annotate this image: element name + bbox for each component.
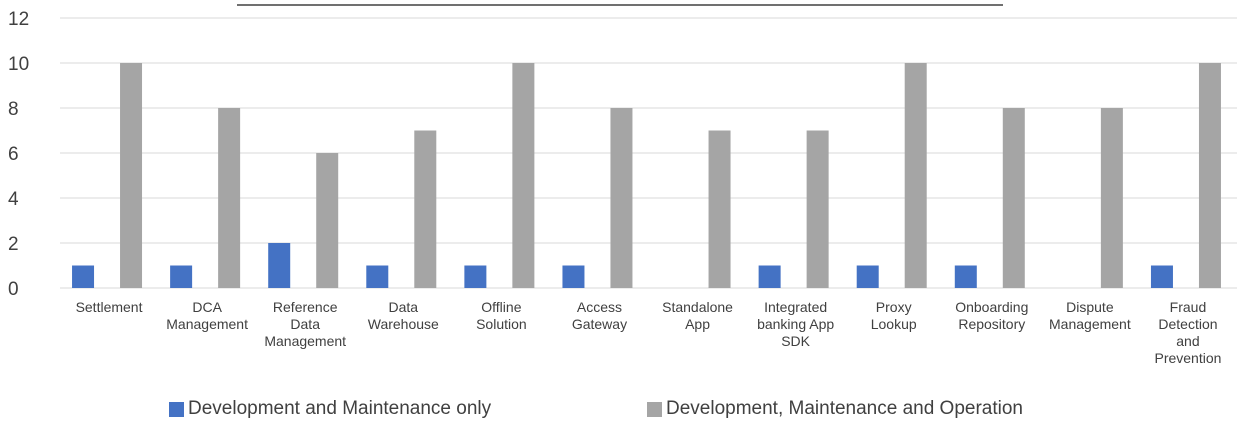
x-tick-label-line: DCA	[192, 299, 222, 315]
x-tick-label-line: Integrated	[764, 299, 827, 315]
x-tick-label-line: Settlement	[76, 299, 143, 315]
bar-series-1	[1002, 108, 1025, 288]
bar-series-1	[806, 130, 829, 288]
bar-series-0	[170, 265, 193, 288]
bar-series-1	[218, 108, 241, 288]
x-tick-label-line: Data	[290, 316, 320, 332]
gridlines	[60, 17, 1237, 289]
bar-series-1	[120, 63, 143, 288]
bar-series-0	[758, 265, 781, 288]
bar-series-0	[954, 265, 977, 288]
x-tick-label: Reference Data Management	[264, 299, 346, 349]
bar-series-0	[856, 265, 879, 288]
bar-series-1	[512, 63, 535, 288]
x-tick-label: Offline Solution	[476, 299, 527, 332]
x-tick-label-line: Data	[389, 299, 419, 315]
legend-label-series-1: Development, Maintenance and Operation	[666, 398, 1024, 419]
x-tick-label-line: Lookup	[871, 316, 917, 332]
bar-series-1	[316, 153, 339, 288]
x-tick-label-line: Proxy	[876, 299, 912, 315]
x-tick-label: Dispute Management	[1049, 299, 1131, 332]
bar-series-0	[366, 265, 389, 288]
x-tick-label-line: Onboarding	[955, 299, 1028, 315]
bar-series-1	[708, 130, 731, 288]
x-tick-label-line: Management	[166, 316, 248, 332]
x-tick-label-line: Dispute	[1066, 299, 1114, 315]
x-tick-label: Data Warehouse	[368, 299, 439, 332]
y-axis-ticks: 0 2 4 6 8 10 12	[8, 9, 29, 300]
x-tick-label: Access Gateway	[572, 299, 627, 332]
x-tick-label-line: banking App	[757, 316, 834, 332]
x-tick-label-line: Fraud	[1170, 299, 1207, 315]
bar-series-1	[904, 63, 927, 288]
x-tick-label: Onboarding Repository	[955, 299, 1028, 332]
legend-swatch-series-0	[169, 401, 184, 417]
y-tick-label: 10	[8, 54, 29, 75]
x-tick-label-line: Reference	[273, 299, 338, 315]
bar-series-0	[562, 265, 585, 288]
x-tick-label-line: Gateway	[572, 316, 627, 332]
bar-series-0	[268, 243, 291, 288]
legend-swatch-series-1	[647, 401, 662, 417]
x-tick-label: Integrated banking App SDK	[757, 299, 834, 349]
x-tick-label-line: Detection	[1158, 316, 1217, 332]
bar-series-0	[1150, 265, 1173, 288]
x-tick-label-line: Standalone	[662, 299, 733, 315]
bar-series-0	[464, 265, 487, 288]
x-tick-label-line: Access	[577, 299, 622, 315]
x-tick-label: DCA Management	[166, 299, 248, 332]
bars	[72, 63, 1221, 288]
bar-series-1	[1198, 63, 1221, 288]
y-tick-label: 12	[8, 9, 29, 30]
x-tick-label-line: App	[685, 316, 710, 332]
x-tick-label-line: Management	[1049, 316, 1131, 332]
x-tick-label: Settlement	[76, 299, 143, 315]
x-tick-label-line: Repository	[958, 316, 1025, 332]
x-tick-label: Standalone App	[662, 299, 733, 332]
x-tick-label-line: Prevention	[1154, 350, 1221, 366]
x-tick-label-line: Offline	[481, 299, 521, 315]
x-tick-label: Proxy Lookup	[871, 299, 917, 332]
y-tick-label: 6	[8, 144, 19, 165]
bar-series-1	[610, 108, 633, 288]
bar-series-0	[72, 265, 95, 288]
x-tick-label-line: Management	[264, 333, 346, 349]
legend-item-series-1: Development, Maintenance and Operation	[647, 398, 1023, 420]
x-tick-label-line: and	[1176, 333, 1199, 349]
x-tick-label: Fraud Detection and Prevention	[1154, 299, 1221, 366]
y-tick-label: 0	[8, 279, 19, 300]
x-tick-label-line: Solution	[476, 316, 527, 332]
bar-series-1	[414, 130, 437, 288]
legend: Development and Maintenance only Develop…	[0, 398, 1237, 422]
bar-series-1	[1100, 108, 1123, 288]
y-tick-label: 8	[8, 99, 19, 120]
x-tick-label-line: Warehouse	[368, 316, 439, 332]
x-tick-label-line: SDK	[781, 333, 810, 349]
y-tick-label: 4	[8, 189, 19, 210]
legend-item-series-0: Development and Maintenance only	[169, 398, 491, 420]
legend-label-series-0: Development and Maintenance only	[188, 398, 492, 419]
y-tick-label: 2	[8, 234, 19, 255]
